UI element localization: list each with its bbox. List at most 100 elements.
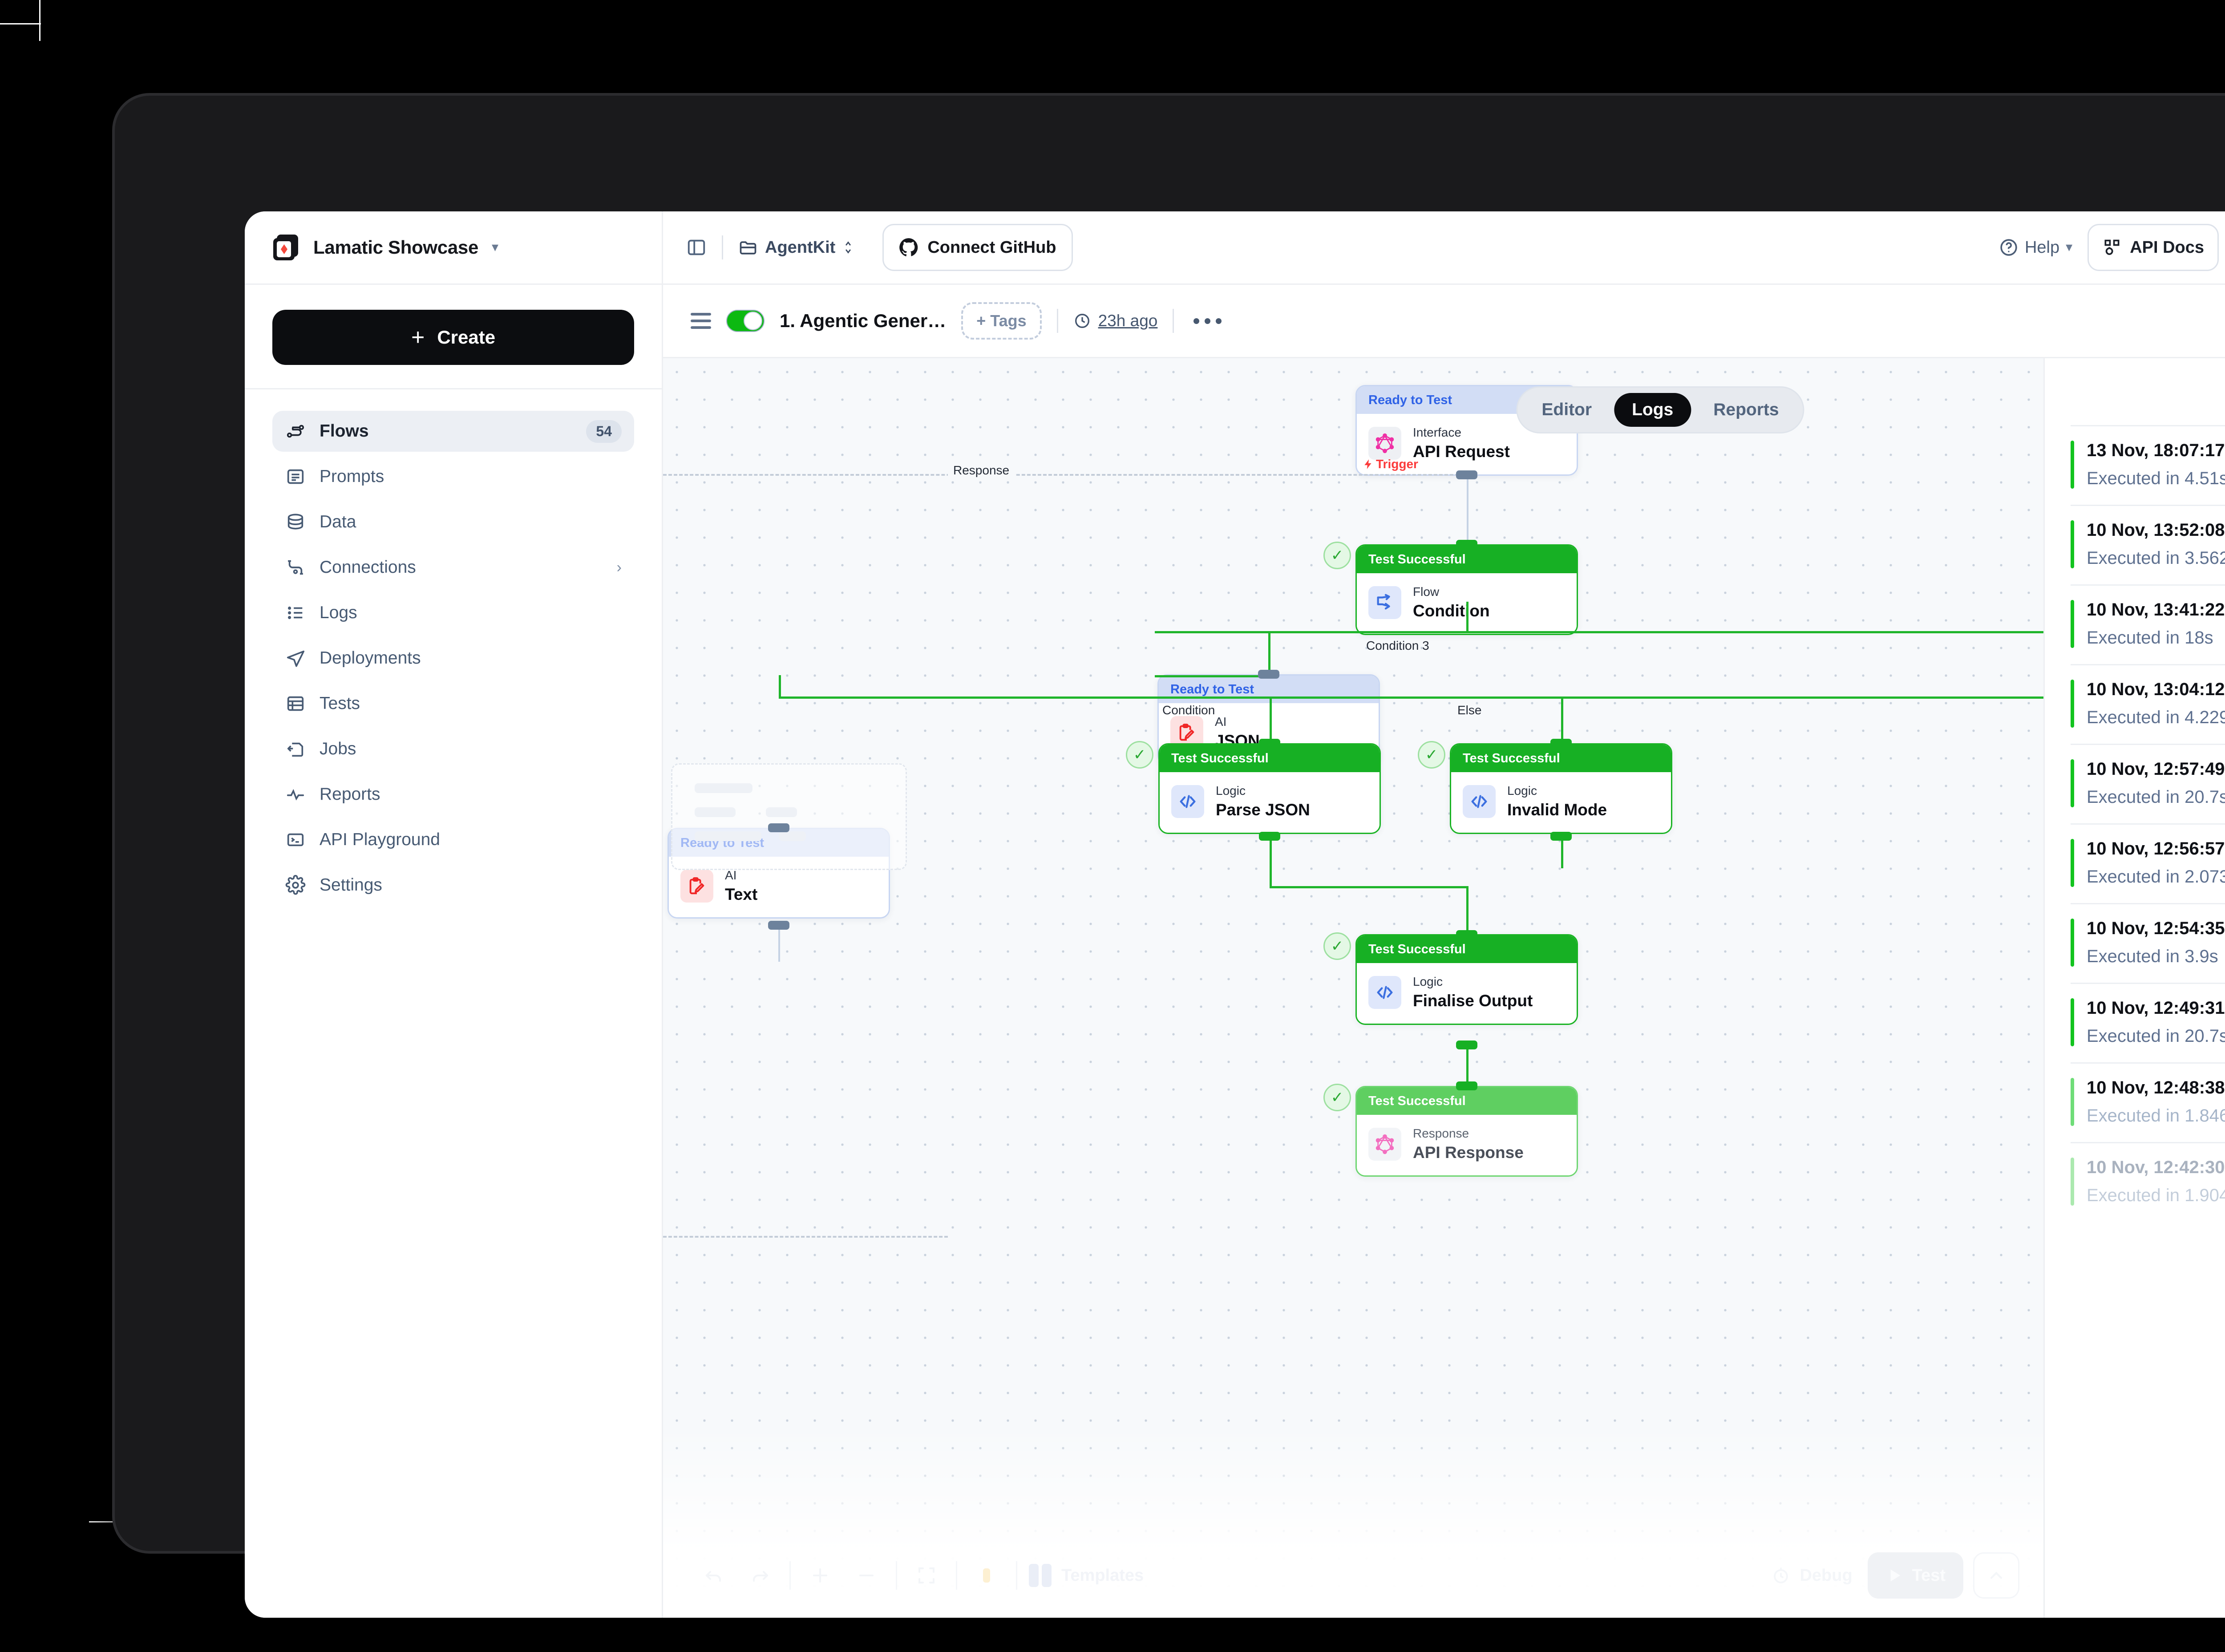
node-status: Test Successful (1160, 745, 1380, 772)
sidebar-item-deployments[interactable]: Deployments (272, 638, 634, 679)
sidebar-item-prompts[interactable]: Prompts (272, 456, 634, 497)
sidebar-item-tests[interactable]: Tests (272, 683, 634, 724)
trigger-guide-line (663, 474, 1464, 476)
project-selector[interactable]: AgentKit (738, 238, 854, 257)
node-name: Invalid Mode (1507, 801, 1607, 819)
code-icon (1368, 976, 1401, 1009)
sidebar-item-settings[interactable]: Settings (272, 865, 634, 906)
log-list-item[interactable]: 10 Nov, 13:41:22 Executed in 18s (2071, 584, 2225, 664)
more-options-icon[interactable] (1189, 318, 1226, 324)
minus-icon[interactable] (843, 1552, 890, 1599)
flow-node-api-response[interactable]: Test Successful (1355, 1086, 1578, 1177)
plus-icon[interactable] (797, 1552, 843, 1599)
log-timestamp: 10 Nov, 13:04:12 (2087, 680, 2225, 699)
connections-icon (285, 557, 306, 578)
sidebar: + Create Flows (245, 285, 663, 1618)
chevron-down-icon: ▾ (2066, 240, 2073, 255)
status-bar (2071, 680, 2074, 728)
flow-enable-toggle[interactable] (726, 310, 765, 332)
crop-mark-tl-v (39, 0, 40, 41)
fit-screen-icon[interactable] (903, 1552, 950, 1599)
edge-condition-out (1466, 602, 1468, 632)
log-duration: Executed in 3.562s (2087, 548, 2225, 568)
api-docs-button[interactable]: API Docs (2087, 224, 2219, 271)
flow-node-parse-json[interactable]: Test Successful Logic (1158, 743, 1381, 834)
log-list-item[interactable]: 10 Nov, 12:48:38 Executed in 1.846s (2071, 1062, 2225, 1142)
log-list-item[interactable]: 10 Nov, 13:04:12 Executed in 4.229s (2071, 664, 2225, 744)
log-timestamp: 10 Nov, 13:41:22 (2087, 600, 2225, 620)
redo-icon[interactable] (737, 1552, 783, 1599)
log-list-item[interactable]: 10 Nov, 12:42:30 Executed in 1.904s (2071, 1142, 2225, 1222)
log-list-item[interactable]: 10 Nov, 12:54:35 Executed in 3.9s (2071, 903, 2225, 983)
sidebar-item-flows[interactable]: Flows 54 (272, 411, 634, 452)
tab-reports[interactable]: Reports (1713, 400, 1779, 419)
sidebar-item-connections[interactable]: Connections › (272, 547, 634, 588)
node-port-invalid-mode-in (1550, 739, 1572, 748)
sidebar-item-logs[interactable]: Logs (272, 592, 634, 633)
sidebar-toggle-icon[interactable] (686, 237, 707, 258)
history-group (691, 1552, 783, 1599)
node-port-invalid-mode-out (1550, 832, 1572, 841)
logs-list[interactable]: 13 Nov, 18:07:17 Executed in 4.51s 10 No… (2045, 425, 2225, 1618)
templates-button[interactable]: Templates (1024, 1564, 1144, 1587)
edge-label-else: Else (1457, 703, 1482, 717)
view-tabs: Editor Logs Reports (1516, 386, 1804, 433)
help-button[interactable]: Help ▾ (1999, 238, 2072, 257)
connect-github-button[interactable]: Connect GitHub (882, 224, 1073, 271)
log-list-item[interactable]: 10 Nov, 12:57:49 Executed in 20.7s (2071, 744, 2225, 823)
log-duration: Executed in 2.073s (2087, 867, 2225, 887)
test-button[interactable]: Test (1867, 1552, 1963, 1599)
flow-node-api-request[interactable]: Ready to Test (1355, 385, 1578, 476)
logs-panel: 13 Nov, 18:07:17 Executed in 4.51s 10 No… (2043, 358, 2225, 1618)
status-bar (2071, 998, 2074, 1046)
node-type: Interface (1413, 425, 1461, 439)
node-name: API Response (1413, 1143, 1524, 1162)
create-button[interactable]: + Create (272, 310, 634, 365)
brand-workspace-switcher[interactable]: Lamatic Showcase ▾ (245, 211, 663, 283)
node-type: AI (1215, 715, 1227, 729)
sidebar-item-api-playground[interactable]: API Playground (272, 819, 634, 860)
sidebar-item-label: Prompts (320, 467, 384, 486)
node-port-finalise-out (1456, 1041, 1477, 1049)
undo-icon[interactable] (691, 1552, 737, 1599)
sidebar-item-label: Flows (320, 421, 369, 441)
trigger-label: Trigger (1363, 457, 1418, 471)
flow-toolbar: 1. Agentic Gener… + Tags 23h ago (663, 285, 2225, 358)
zoom-group (797, 1552, 890, 1599)
tests-icon (285, 693, 306, 714)
log-list-item[interactable]: 10 Nov, 12:49:31 Executed in 20.7s (2071, 983, 2225, 1062)
flow-node-finalise-output[interactable]: Test Successful Logic (1355, 934, 1578, 1025)
node-name: API Request (1413, 442, 1510, 461)
sidebar-item-jobs[interactable]: Jobs (272, 729, 634, 769)
tab-logs[interactable]: Logs (1614, 393, 1691, 427)
top-app-bar: Lamatic Showcase ▾ AgentKit (245, 211, 2225, 285)
status-bar (2071, 1078, 2074, 1126)
node-status: Test Successful (1357, 546, 1577, 573)
node-type: Flow (1413, 585, 1440, 599)
expand-panel-icon[interactable] (1973, 1552, 2019, 1599)
log-list-item[interactable]: 13 Nov, 18:07:17 Executed in 4.51s (2071, 425, 2225, 505)
log-list-item[interactable]: 10 Nov, 12:56:57 Executed in 2.073s (2071, 823, 2225, 903)
flow-node-invalid-mode[interactable]: Test Successful Logic (1450, 743, 1672, 834)
add-tags-button[interactable]: + Tags (961, 302, 1042, 340)
flow-canvas[interactable]: Response Trigger (663, 358, 2043, 1618)
sidebar-item-reports[interactable]: Reports (272, 774, 634, 815)
flow-menu-icon[interactable] (691, 313, 711, 329)
sidebar-item-data[interactable]: Data (272, 502, 634, 543)
edge-text-down (778, 926, 780, 962)
last-updated-link[interactable]: 23h ago (1073, 312, 1157, 330)
sidebar-item-label: Tests (320, 694, 360, 713)
debug-button[interactable]: Debug (1771, 1566, 1853, 1585)
edge-condition-bus (1155, 631, 1466, 633)
tab-editor[interactable]: Editor (1541, 400, 1592, 419)
node-name: Condition (1413, 602, 1490, 620)
log-list-item[interactable]: 10 Nov, 13:52:08 Executed in 3.562s (2071, 505, 2225, 584)
divider (789, 1561, 791, 1590)
edge-merge-bus (1270, 886, 1468, 888)
content-area: Response Trigger (663, 358, 2225, 1618)
node-name: Finalise Output (1413, 992, 1533, 1010)
node-type: Response (1413, 1126, 1469, 1140)
edge-row-bus (779, 696, 2043, 699)
flows-count-badge: 54 (586, 420, 622, 443)
note-icon[interactable] (963, 1552, 1010, 1599)
